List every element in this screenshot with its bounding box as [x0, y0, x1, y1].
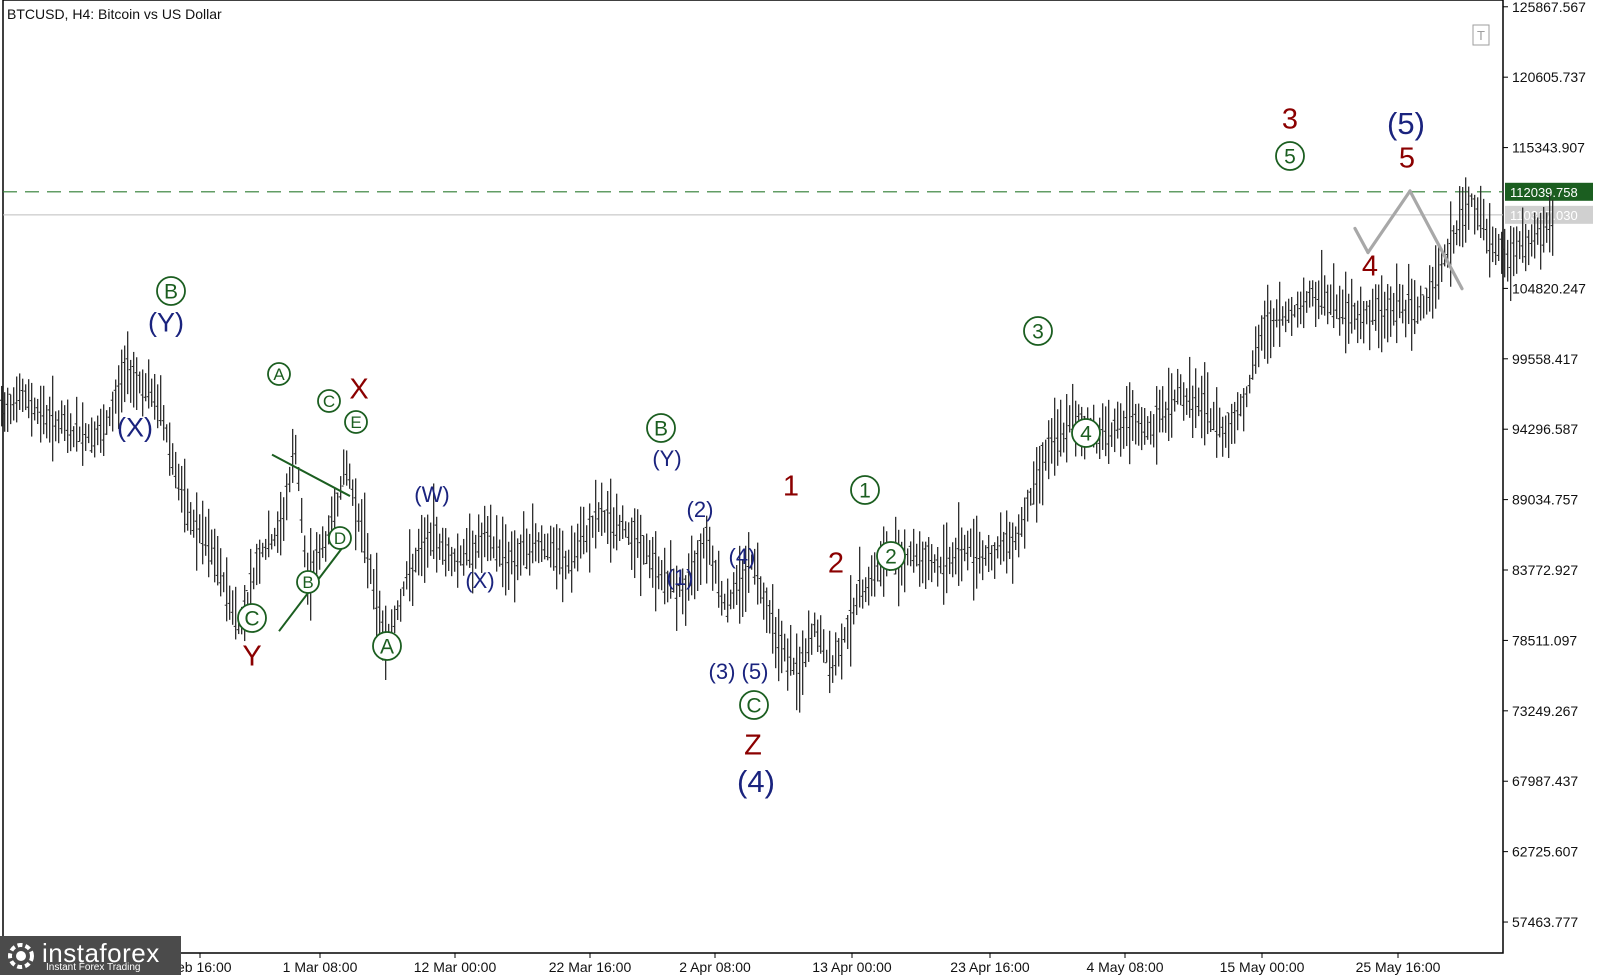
logo-text: instaforex: [42, 938, 160, 968]
logo-tagline: Instant Forex Trading: [46, 962, 141, 973]
x-tick-label: 13 Apr 00:00: [812, 959, 892, 975]
wave-circle: [739, 690, 769, 720]
price-level-label: 112039.758: [1510, 185, 1578, 200]
y-tick-label: 78511.097: [1512, 632, 1577, 648]
y-tick-label: 94296.587: [1512, 421, 1578, 437]
y-tick-label: 89034.757: [1512, 492, 1578, 508]
wave-label: B: [302, 573, 313, 592]
wave-circle: [876, 541, 906, 571]
wave-label: 5: [1284, 146, 1296, 169]
wave-label: 3: [1032, 321, 1044, 344]
wave-label: B: [164, 281, 178, 304]
trendline: [271, 453, 351, 497]
forecast-segment: [1366, 189, 1412, 255]
wave-label: (1): [667, 565, 694, 590]
wave-label: B: [654, 418, 668, 441]
wave-circle: [1023, 316, 1053, 346]
x-tick-label: 23 Apr 16:00: [950, 959, 1030, 975]
wave-label: E: [350, 413, 361, 432]
wave-circle: [156, 276, 186, 306]
wave-label: Z: [744, 729, 762, 761]
x-tick-label: 22 Mar 16:00: [549, 959, 632, 975]
y-tick-label: 99558.417: [1512, 351, 1578, 367]
x-tick-label: Feb 16:00: [168, 959, 231, 975]
wave-label: 4: [1080, 423, 1092, 446]
x-tick-label: 12 Mar 00:00: [414, 959, 497, 975]
x-tick-label: 25 May 16:00: [1356, 959, 1441, 975]
wave-circle: [328, 526, 352, 550]
wave-label: A: [380, 636, 394, 659]
wave-circle: [372, 631, 402, 661]
wave-circle: [237, 603, 267, 633]
x-tick-label: 1 Mar 08:00: [283, 959, 358, 975]
wave-label: 5: [1399, 142, 1415, 174]
wave-label: X: [349, 373, 368, 405]
wave-label: A: [273, 365, 285, 384]
chart-title: BTCUSD, H4: Bitcoin vs US Dollar: [7, 6, 222, 22]
wave-label: 1: [783, 470, 799, 502]
wave-label: 3: [1282, 103, 1298, 135]
wave-label: C: [244, 608, 259, 631]
x-tick-label: 4 May 08:00: [1086, 959, 1163, 975]
wave-label: 4: [1362, 250, 1378, 282]
wave-circle: [267, 362, 291, 386]
wave-circle: [850, 475, 880, 505]
wave-label: 2: [828, 547, 844, 579]
y-tick-label: 125867.567: [1512, 0, 1586, 15]
wave-label: (X): [117, 413, 153, 443]
wave-circle: [646, 413, 676, 443]
y-tick-label: 67987.437: [1512, 773, 1578, 789]
wave-label: C: [323, 392, 335, 411]
forecast-segment: [1408, 189, 1464, 291]
x-tick-label: 15 May 00:00: [1220, 959, 1305, 975]
wave-label: (2): [687, 497, 714, 522]
wave-circle: [1275, 141, 1305, 171]
wave-label: D: [334, 529, 346, 548]
wave-label: (Y): [148, 308, 184, 338]
wave-label: (Y): [652, 446, 681, 471]
wave-circle: [317, 389, 341, 413]
y-tick-label: 57463.777: [1512, 914, 1578, 930]
wave-circle: [344, 410, 368, 434]
plot-frame: [2, 0, 1504, 954]
toolbar-t-label: T: [1477, 28, 1485, 43]
forecast-segment: [1353, 226, 1370, 255]
wave-label: C: [746, 695, 761, 718]
y-tick-label: 73249.267: [1512, 703, 1578, 719]
y-tick-label: 115343.907: [1512, 140, 1585, 156]
wave-circle: [296, 570, 320, 594]
wave-label: (4): [729, 544, 756, 569]
wave-label: Y: [242, 640, 261, 672]
wave-label: (3): [709, 659, 736, 684]
price-level-box: [1505, 205, 1593, 224]
y-tick-label: 120605.737: [1512, 69, 1586, 85]
y-tick-label: 83772.927: [1512, 562, 1578, 578]
x-tick-label: 2 Apr 08:00: [679, 959, 751, 975]
y-tick-label: 62725.607: [1512, 844, 1578, 860]
wave-label: (X): [465, 568, 494, 593]
wave-circle: [1071, 418, 1101, 448]
wave-label: (5): [1387, 106, 1425, 141]
wave-label: 1: [859, 480, 871, 503]
wave-label: (5): [742, 659, 769, 684]
y-tick-label: 104820.247: [1512, 280, 1586, 296]
instaforex-logo: instaforex Instant Forex Trading: [0, 936, 181, 975]
toolbar-t-button[interactable]: T: [1472, 24, 1490, 46]
price-level-box: [1505, 182, 1593, 201]
wave-label: (4): [737, 764, 775, 799]
wave-label: (W): [414, 482, 449, 507]
wave-label: 2: [885, 546, 897, 569]
logo-gear-icon: [8, 943, 34, 969]
